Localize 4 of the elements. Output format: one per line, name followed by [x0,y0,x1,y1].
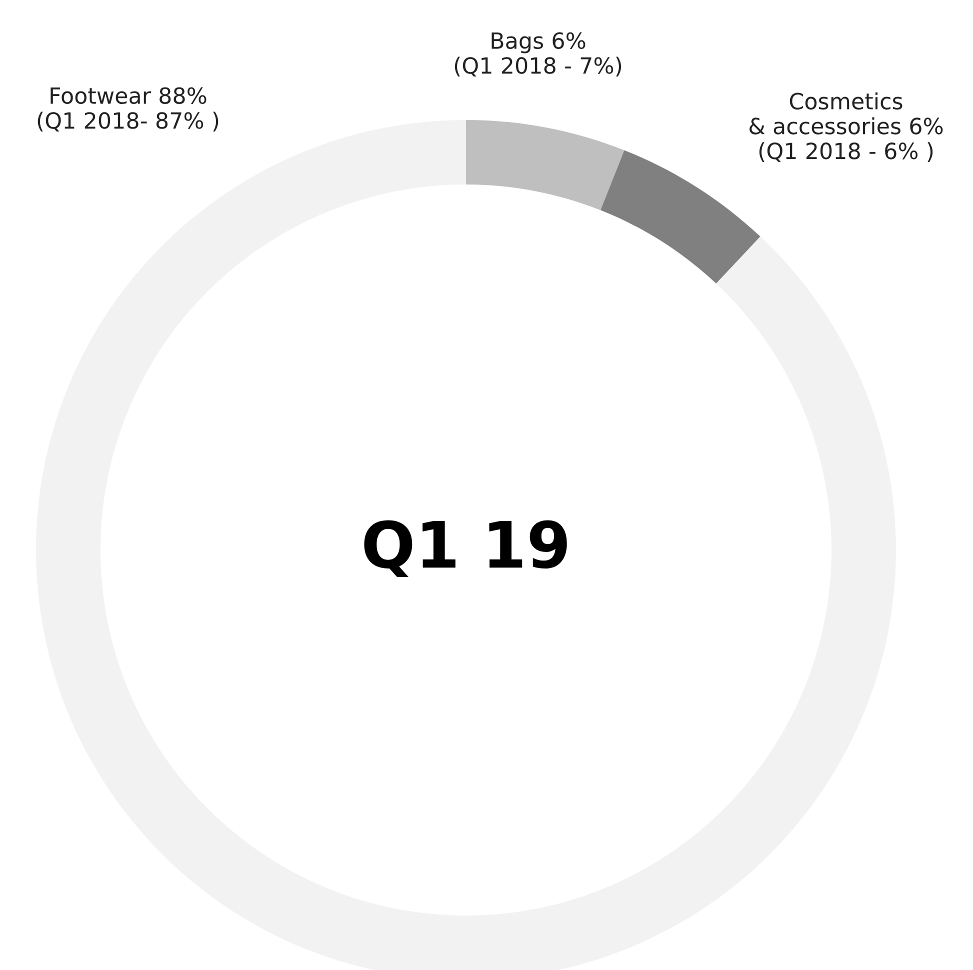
slice-label: Footwear 88% (Q1 2018- 87% ) [38,87,218,132]
slice-label: Cosmetics & accessories 6% (Q1 2018 - 6% ) [750,92,943,162]
slice-label: Bags 6% (Q1 2018 - 7%) [454,32,622,77]
text: Q1 19 [364,520,567,577]
